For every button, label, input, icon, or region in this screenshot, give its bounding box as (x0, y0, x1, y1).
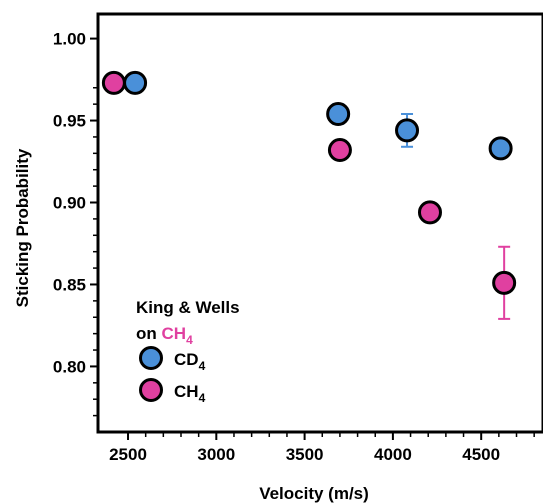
legend-label-ch4-main: CH (174, 382, 199, 401)
plot-frame-rect (96, 12, 543, 434)
x-tick-label: 3500 (286, 445, 324, 464)
y-axis-title: Sticking Probability (13, 148, 32, 307)
legend-label-ch4: CH4 (174, 382, 206, 405)
y-tick-label: 0.90 (53, 194, 86, 213)
point-ch4 (492, 270, 517, 295)
y-tick-label: 0.80 (53, 357, 86, 376)
legend-marker-ch4 (139, 378, 163, 402)
point-ch4 (327, 138, 352, 163)
legend-subtitle-prefix: on (136, 324, 162, 343)
y-tick-label: 0.95 (53, 112, 86, 131)
y-tick-label: 1.00 (53, 30, 86, 49)
data-points (101, 70, 517, 295)
x-tick-label: 4000 (374, 445, 412, 464)
point-ch4 (101, 70, 126, 95)
x-tick-label: 2500 (109, 445, 147, 464)
point-cd4 (395, 118, 420, 143)
point-cd4 (123, 70, 148, 95)
plot-frame (96, 12, 543, 434)
legend-label-cd4-sub: 4 (199, 359, 206, 373)
legend-label-cd4-main: CD (174, 350, 199, 369)
legend-title: King & Wells (136, 298, 240, 317)
legend-subtitle-species-sub: 4 (186, 333, 193, 347)
axis-ticks: 2500 3000 3500 4000 4500 0.80 0.85 0.90 0.95 1.00 (53, 30, 535, 464)
point-cd4 (488, 136, 513, 161)
x-axis-title: Velocity (m/s) (259, 484, 369, 503)
legend-label-cd4: CD4 (174, 350, 206, 373)
point-ch4 (417, 200, 442, 225)
x-tick-label: 3000 (197, 445, 235, 464)
legend: King & Wells on CH4 CD4 CH4 (136, 298, 240, 405)
x-tick-label: 4500 (462, 445, 500, 464)
legend-marker-cd4 (139, 346, 163, 370)
legend-label-ch4-sub: 4 (199, 391, 206, 405)
point-cd4 (326, 101, 351, 126)
legend-subtitle: on CH4 (136, 324, 193, 347)
legend-subtitle-species: CH (162, 324, 187, 343)
y-tick-label: 0.85 (53, 275, 86, 294)
